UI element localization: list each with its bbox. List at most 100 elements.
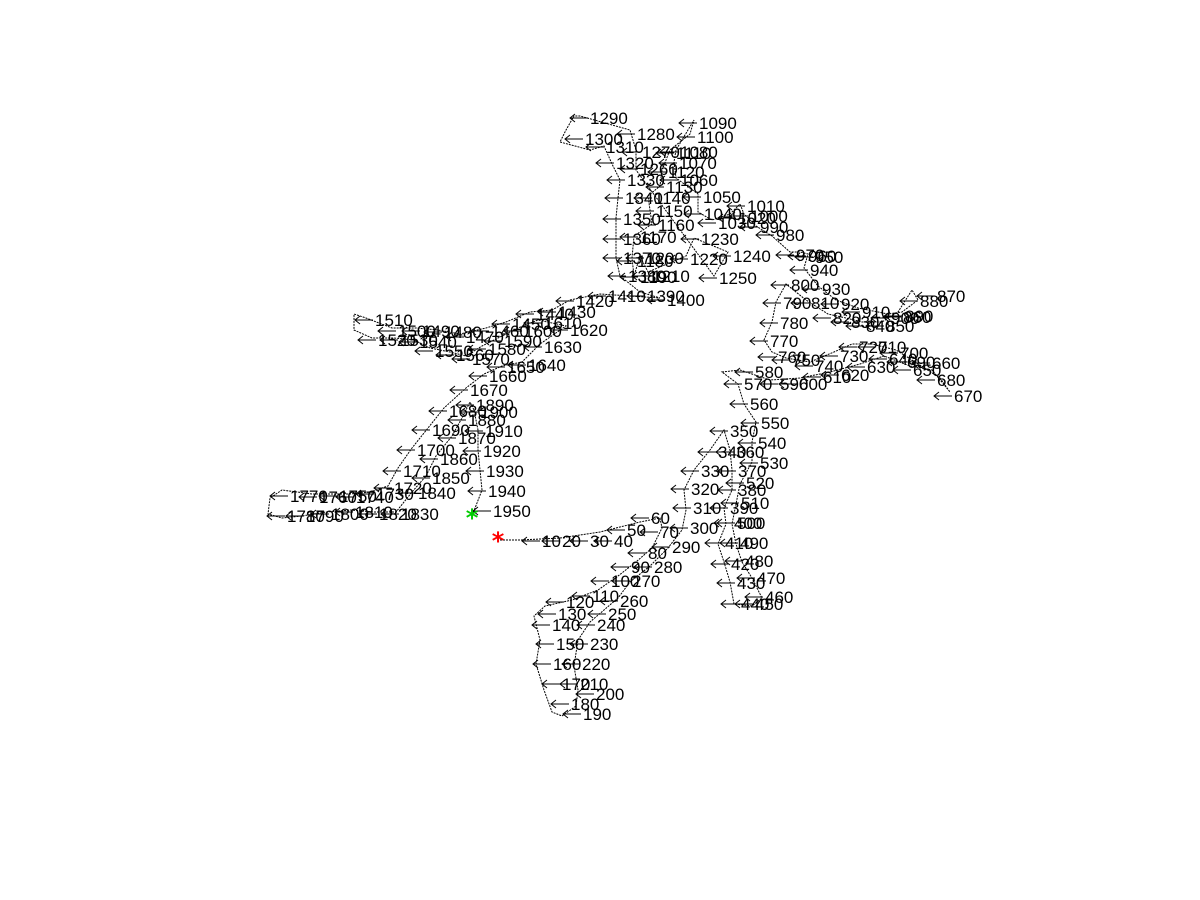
step-label-text: 1590: [504, 332, 542, 351]
step-label-390: 390: [709, 499, 758, 518]
arrow-head: [631, 271, 638, 281]
step-label-1040: 1040: [683, 205, 742, 224]
arrow-head: [670, 484, 677, 494]
step-label-940: 940: [789, 261, 838, 280]
step-label-text: 1360: [623, 230, 661, 249]
arrow-head: [659, 147, 666, 157]
step-label-text: 1060: [680, 171, 718, 190]
arrow-head: [886, 357, 893, 367]
step-label-610: 610: [802, 368, 851, 387]
step-label-text: 110: [592, 587, 619, 606]
step-label-text: 1450: [512, 315, 550, 334]
step-label-text: 200: [596, 685, 624, 704]
step-label-text: 720: [859, 338, 887, 357]
step-label-1920: 1920: [462, 442, 521, 461]
step-label-1850: 1850: [411, 469, 470, 488]
arrow-head: [812, 313, 819, 323]
step-label-250: 250: [587, 605, 636, 624]
step-label-320: 320: [670, 480, 719, 499]
step-label-1660: 1660: [468, 367, 527, 386]
step-label-1150: 1150: [635, 202, 693, 221]
step-label-text: 1320: [616, 154, 654, 173]
step-label-text: 1500: [398, 322, 436, 341]
step-label-190: 190: [562, 705, 611, 724]
step-label-760: 760: [757, 348, 806, 367]
step-label-text: 680: [937, 371, 965, 390]
step-label-text: 820: [833, 309, 861, 328]
step-label-380: 380: [717, 481, 766, 500]
step-label-120: 120: [545, 593, 594, 612]
trace-layer: [267, 115, 951, 717]
arrow-head: [619, 272, 626, 282]
arrow-head: [470, 326, 477, 336]
arrow-head: [396, 445, 403, 455]
step-label-1560: 1560: [435, 346, 494, 365]
step-label-text: 860: [903, 308, 931, 327]
step-label-text: 1020: [738, 209, 776, 228]
step-label-1360: 1360: [602, 230, 661, 249]
arrow-head: [884, 311, 891, 321]
step-label-text: 1310: [606, 138, 644, 157]
step-label-550: 550: [740, 414, 789, 433]
arrow-head: [483, 336, 490, 346]
arrow-head: [382, 466, 389, 476]
arrow-head: [550, 699, 557, 709]
step-label-text: 240: [597, 616, 625, 635]
arrow-head: [595, 158, 602, 168]
step-label-text: 480: [745, 552, 773, 571]
arrow-head: [377, 326, 384, 336]
arrow-head: [820, 370, 827, 380]
step-label-text: 700: [900, 344, 928, 363]
arrow-head: [428, 406, 435, 416]
walk-trace: [267, 115, 951, 717]
arrow-head: [916, 291, 923, 301]
step-label-1650: 1650: [486, 358, 545, 377]
step-label-570: 570: [723, 375, 772, 394]
step-label-430: 430: [716, 574, 765, 593]
arrow-head: [739, 222, 746, 232]
step-label-text: 920: [841, 295, 869, 314]
arrow-head: [535, 639, 542, 649]
arrow-head: [398, 337, 405, 347]
step-label-text: 1650: [507, 358, 545, 377]
arrow-head: [704, 538, 711, 548]
step-label-1500: 1500: [377, 322, 436, 341]
arrow-head: [358, 509, 365, 519]
arrow-head: [725, 478, 732, 488]
arrow-head: [606, 525, 613, 535]
arrow-head: [401, 326, 408, 336]
step-label-text: 1530: [400, 331, 438, 350]
arrow-head: [737, 438, 744, 448]
step-label-1930: 1930: [465, 462, 524, 481]
step-label-text: 1840: [418, 484, 456, 503]
step-label-1510: 1510: [354, 311, 413, 330]
step-label-text: 660: [932, 354, 960, 373]
arrow-head: [411, 473, 418, 483]
arrow-head: [865, 321, 872, 331]
step-label-180: 180: [550, 695, 599, 714]
step-label-640: 640: [868, 350, 917, 369]
arrow-head: [830, 317, 837, 327]
step-label-text: 1510: [375, 311, 413, 330]
arrow-head: [354, 315, 361, 325]
step-label-text: 800: [791, 276, 819, 295]
step-label-930: 930: [801, 280, 850, 299]
step-label-1220: 1220: [669, 250, 728, 269]
arrow-head: [709, 426, 716, 436]
step-label-1000: 1000: [729, 207, 788, 226]
step-label-230: 230: [569, 635, 618, 654]
step-label-text: 1800: [331, 505, 369, 524]
arrow-head: [459, 407, 466, 417]
step-label-text: 450: [755, 595, 783, 614]
step-label-text: 1180: [637, 252, 674, 271]
arrow-head: [464, 426, 471, 436]
step-label-1760: 1760: [298, 488, 357, 507]
step-label-1310: 1310: [585, 138, 644, 157]
step-label-text: 180: [571, 695, 599, 714]
arrow-head: [503, 326, 510, 336]
arrow-head: [683, 209, 690, 219]
arrow-head: [715, 447, 722, 457]
step-label-710: 710: [857, 338, 906, 357]
arrow-head: [716, 518, 723, 528]
step-label-text: 1030: [718, 214, 756, 233]
